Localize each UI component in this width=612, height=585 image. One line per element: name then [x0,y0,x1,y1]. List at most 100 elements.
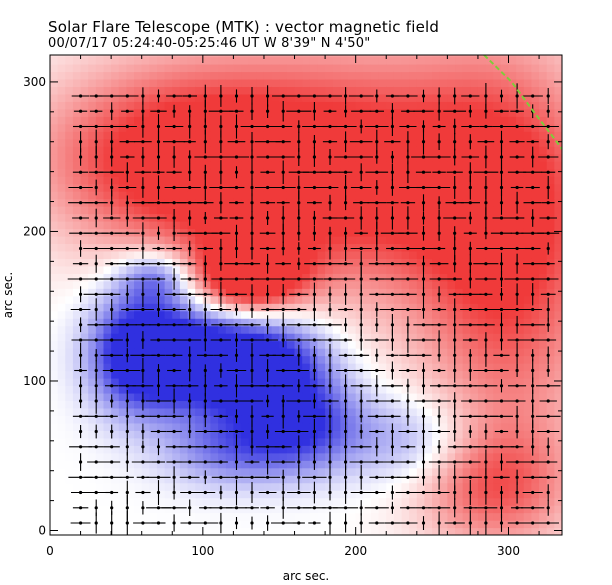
field-cell [363,430,372,439]
vector-dot [110,216,114,220]
field-cell [378,520,387,529]
field-cell [50,445,59,454]
field-cell [348,355,357,364]
field-cell [332,407,341,416]
field-cell [409,430,418,439]
field-cell [546,445,555,454]
field-cell [256,56,265,65]
field-cell [195,490,204,499]
field-cell [256,527,265,535]
field-cell [516,138,525,147]
field-cell [118,116,128,125]
field-cell [401,333,410,342]
field-cell [218,235,227,245]
field-cell [401,355,410,364]
field-cell [508,512,517,521]
field-cell [88,220,97,230]
field-cell [179,220,189,230]
field-cell [455,131,464,140]
field-cell [210,430,219,439]
field-cell [241,452,250,461]
field-cell [493,482,502,491]
field-cell [531,445,540,454]
field-cell [80,55,89,58]
field-cell [80,400,89,409]
field-cell [546,258,555,267]
field-cell [370,520,380,529]
field-cell [554,348,562,357]
field-cell [554,370,562,379]
field-cell [156,310,166,319]
field-cell [523,123,533,132]
field-cell [378,392,387,402]
field-cell [485,220,494,230]
field-cell [424,303,433,312]
field-cell [493,377,502,387]
field-cell [263,303,273,312]
field-cell [187,86,196,95]
field-cell [386,206,395,215]
field-cell [225,131,234,140]
field-cell [531,370,540,379]
field-cell [88,430,97,439]
field-cell [500,86,510,95]
field-cell [302,191,311,200]
field-cell [126,430,135,439]
field-cell [485,250,494,259]
field-cell [332,108,341,117]
field-cell [516,437,525,446]
field-cell [455,445,464,454]
field-cell [126,56,135,65]
field-cell [386,265,395,274]
field-cell [432,250,441,259]
field-cell [317,422,326,431]
vector-dot [125,140,129,144]
field-cell [256,131,265,140]
field-cell [531,220,540,230]
field-cell [149,116,158,125]
field-cell [172,422,181,431]
vector-dot [219,490,223,495]
field-cell [462,527,471,535]
field-cell [401,78,410,88]
field-cell [218,377,227,387]
field-cell [485,146,494,155]
field-cell [294,527,303,535]
field-cell [447,71,456,80]
field-cell [111,116,120,125]
field-cell [393,325,403,334]
field-cell [88,385,97,394]
field-cell [134,78,143,88]
field-cell [477,56,487,65]
field-cell [271,243,280,252]
field-cell [370,56,380,65]
field-cell [279,63,288,73]
field-cell [172,505,181,514]
field-cell [225,295,234,304]
field-cell [134,55,143,58]
field-cell [470,273,479,282]
field-cell [386,460,395,469]
field-cell [317,108,326,117]
field-cell [241,340,250,349]
field-cell [241,310,250,319]
field-cell [248,63,257,73]
field-cell [126,273,135,282]
field-cell [348,63,357,73]
field-cell [126,93,135,102]
field-cell [57,512,66,521]
field-cell [233,407,242,416]
field-cell [355,116,364,125]
field-cell [370,228,380,237]
field-cell [134,430,143,439]
field-cell [95,445,105,454]
field-cell [241,392,250,402]
field-cell [477,295,487,304]
field-cell [516,505,525,514]
field-cell [470,288,479,297]
field-cell [554,512,562,521]
field-cell [263,310,273,319]
field-cell [485,101,494,110]
field-cell [202,153,212,162]
field-cell [447,370,456,379]
